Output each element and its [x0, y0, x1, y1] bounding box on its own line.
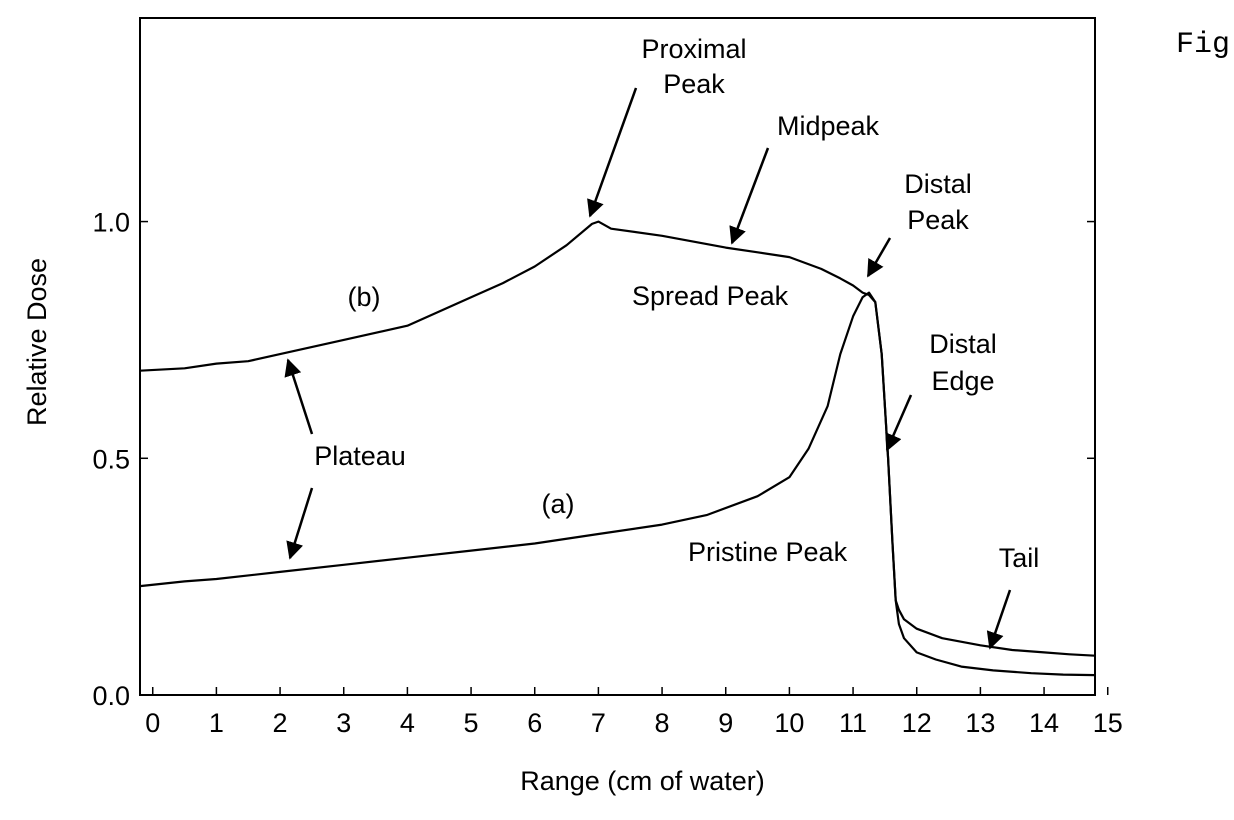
x-tick-label: 7 [591, 708, 606, 738]
x-tick-label: 10 [774, 708, 804, 738]
x-tick-label: 15 [1093, 708, 1123, 738]
figure-label: Fig [1176, 28, 1230, 62]
x-tick-label: 13 [965, 708, 995, 738]
x-tick-label: 5 [464, 708, 479, 738]
series-curve-0 [139, 291, 1096, 677]
annotation-plateau: Plateau [314, 441, 406, 471]
y-axis-label: Relative Dose [22, 258, 52, 426]
plot-frame [139, 17, 1096, 696]
plateau-arrow-up [284, 358, 314, 435]
annotation-spread-peak: Spread Peak [632, 281, 789, 311]
annotation-distal-peak: Distal [904, 169, 972, 199]
plateau-arrow-down [286, 487, 314, 560]
x-tick-label: 4 [400, 708, 415, 738]
y-tick-label: 0.0 [92, 681, 130, 711]
x-tick-label: 9 [718, 708, 733, 738]
x-axis-label: Range (cm of water) [520, 766, 765, 796]
midpeak-arrow [729, 147, 770, 245]
annotation-distal-edge: Distal [929, 329, 997, 359]
distal-peak-arrow [866, 237, 892, 278]
x-tick-label: 14 [1029, 708, 1059, 738]
x-tick-label: 0 [145, 708, 160, 738]
annotation-distal-edge: Edge [931, 366, 994, 396]
annotation-distal-peak: Peak [907, 205, 969, 235]
x-tick-label: 6 [527, 708, 542, 738]
x-tick-label: 11 [839, 708, 867, 738]
annotation-pristine-peak: Pristine Peak [688, 537, 848, 567]
x-tick-label: 2 [273, 708, 288, 738]
tail-arrow [986, 589, 1012, 650]
x-tick-label: 12 [902, 708, 932, 738]
y-tick-label: 0.5 [92, 444, 130, 474]
x-tick-label: 8 [655, 708, 670, 738]
y-tick-label: 1.0 [92, 208, 130, 238]
x-tick-label: 1 [209, 708, 224, 738]
proximal-peak-arrow [587, 87, 638, 218]
annotation-tail: Tail [999, 543, 1040, 573]
annotation-proximal-peak: Peak [663, 69, 725, 99]
annotation-midpeak: Midpeak [777, 111, 880, 141]
series-curve-1 [139, 220, 1096, 657]
annotation-proximal-peak: Proximal [641, 34, 746, 64]
distal-edge-arrow [885, 394, 913, 452]
x-tick-label: 3 [336, 708, 351, 738]
annotation-a-label: (a) [542, 489, 575, 519]
annotation-b-label: (b) [348, 282, 381, 312]
